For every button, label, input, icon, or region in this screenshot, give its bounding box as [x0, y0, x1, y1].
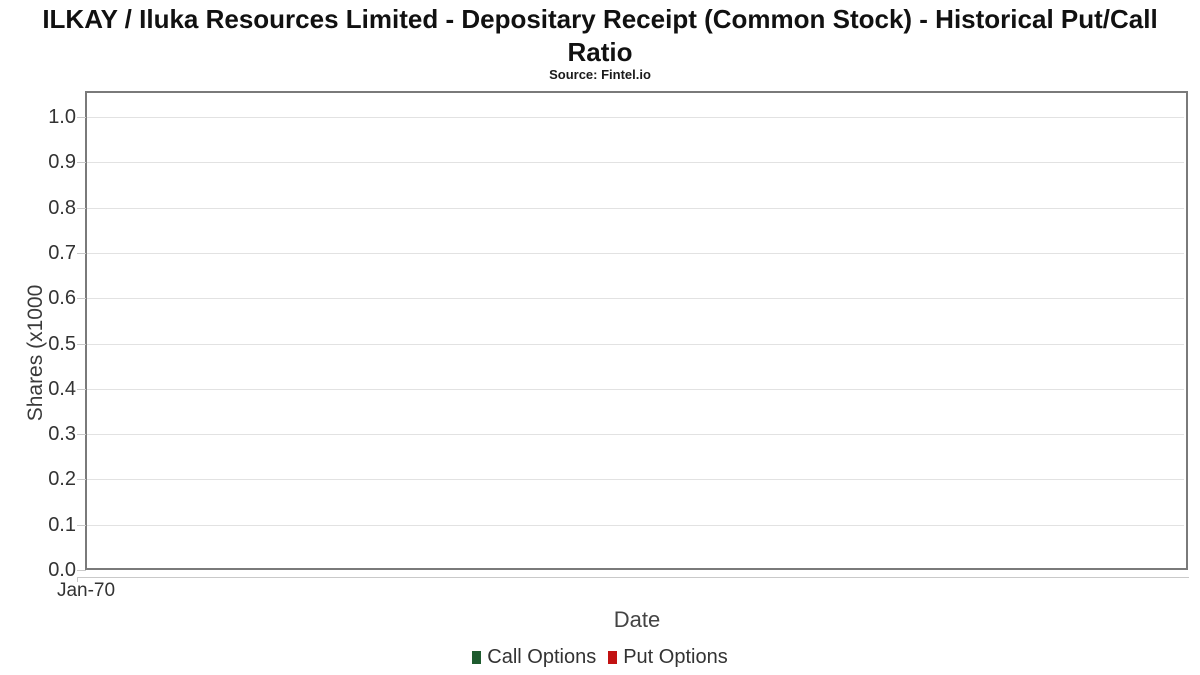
x-axis-title: Date — [613, 607, 661, 632]
y-tick-label: 0.9 — [48, 151, 76, 174]
y-tick-mark — [77, 479, 86, 481]
x-axis-tick-mark — [77, 577, 78, 582]
y-tick-label: 0.3 — [48, 423, 76, 446]
gridline — [87, 162, 1184, 164]
y-tick-mark — [77, 117, 86, 118]
y-tick-label: 0.2 — [48, 468, 76, 491]
y-tick-label: 0.5 — [48, 332, 76, 355]
x-tick-label: Jan-70 — [56, 580, 116, 601]
y-tick-mark — [77, 343, 86, 345]
gridline — [87, 298, 1184, 300]
y-tick-mark — [77, 524, 86, 526]
y-tick-label: 0.8 — [48, 196, 76, 219]
x-axis-line — [77, 577, 1189, 578]
y-tick-label: 1.0 — [48, 106, 76, 128]
gridline — [87, 343, 1184, 345]
legend-label-call-options: Call Options — [487, 646, 597, 668]
y-tick-label: 0.4 — [48, 377, 76, 400]
y-tick-mark — [77, 298, 86, 300]
y-tick-mark — [77, 162, 86, 164]
y-tick-mark — [77, 207, 86, 209]
gridline — [87, 434, 1184, 436]
legend-item-call-options[interactable]: Call Options — [472, 646, 596, 668]
y-tick-mark — [77, 570, 86, 571]
y-tick-label: 0.1 — [48, 513, 76, 536]
gridline — [87, 117, 1184, 118]
legend: Call Options Put Options — [0, 646, 1200, 668]
y-tick-mark — [77, 434, 86, 436]
call-options-swatch-icon — [472, 650, 482, 664]
gridline — [87, 388, 1184, 390]
gridline — [87, 252, 1184, 254]
chart-title: ILKAY / Iluka Resources Limited - Deposi… — [42, 4, 1158, 67]
put-options-swatch-icon — [608, 650, 618, 664]
plot-area — [85, 91, 1188, 570]
y-tick-label: 0.7 — [48, 241, 76, 264]
gridline — [87, 479, 1184, 481]
chart-subtitle: Source: Fintel.io — [549, 67, 651, 82]
legend-item-put-options[interactable]: Put Options — [608, 646, 728, 668]
gridline — [87, 524, 1184, 526]
gridline — [87, 207, 1184, 209]
legend-label-put-options: Put Options — [623, 646, 728, 668]
y-tick-mark — [77, 252, 86, 254]
y-tick-label: 0.6 — [48, 287, 76, 310]
y-tick-label: 0.0 — [48, 559, 76, 581]
y-tick-mark — [77, 388, 86, 390]
